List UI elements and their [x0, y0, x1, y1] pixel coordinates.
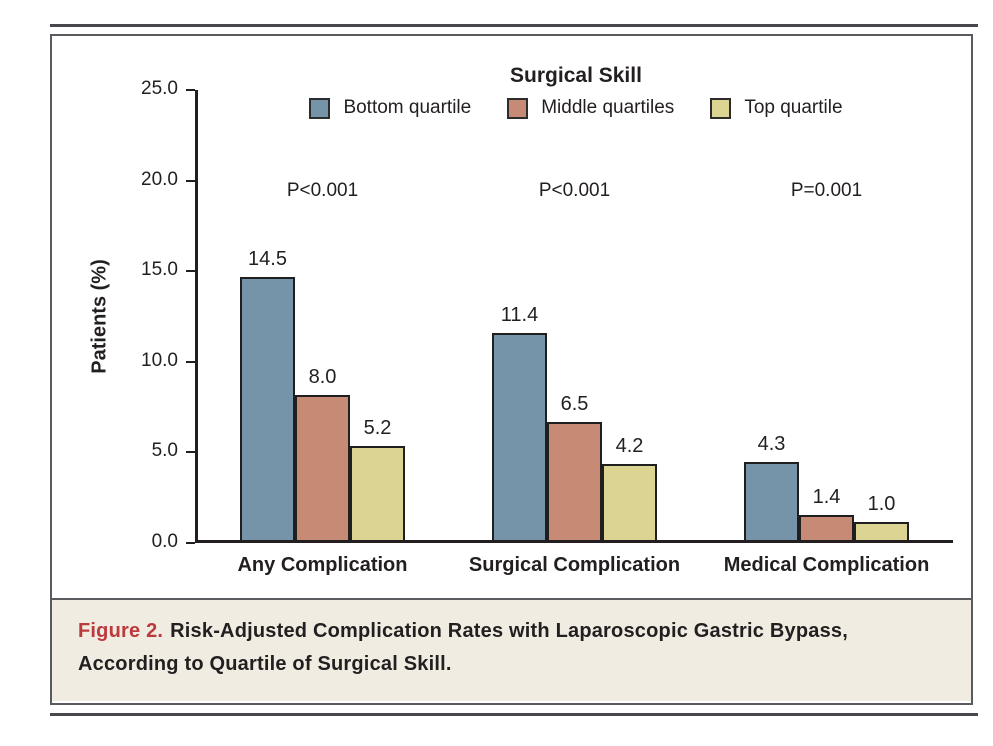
bar	[854, 522, 909, 540]
bar	[240, 277, 295, 540]
legend-label: Middle quartiles	[541, 97, 675, 118]
bar-group: P=0.001 4.3 1.4 1.0 Medical Complication	[724, 90, 930, 576]
bottom-page-rule	[50, 713, 978, 716]
y-axis-tick	[186, 179, 195, 182]
y-axis-label: Patients (%)	[88, 259, 111, 374]
p-value-label: P<0.001	[538, 180, 611, 201]
bar	[492, 333, 547, 540]
legend-item: Bottom quartile	[309, 97, 471, 119]
legend-item: Top quartile	[710, 97, 843, 119]
y-axis-tick	[186, 89, 195, 91]
category-label: Medical Complication	[723, 554, 930, 576]
category-label: Surgical Complication	[468, 554, 681, 576]
caption-text: Risk-Adjusted Complication Rates with La…	[78, 620, 848, 675]
legend: Bottom quartile Middle quartiles Top quart…	[167, 97, 985, 119]
caption-label: Figure 2.	[78, 620, 164, 642]
legend-label: Top quartile	[744, 97, 843, 118]
p-value-label: P=0.001	[790, 180, 863, 201]
legend-label: Bottom quartile	[343, 97, 472, 118]
chart-area: Surgical Skill Bottom quartile Middle qua…	[52, 36, 971, 598]
legend-item: Middle quartiles	[507, 97, 674, 119]
top-page-rule	[50, 24, 978, 27]
bar-group: P<0.001 11.4 6.5 4.2 Surgical Complication	[469, 90, 680, 576]
chart-title: Surgical Skill	[510, 64, 642, 87]
y-axis-tick-label: 10.0	[141, 349, 178, 371]
bar-value-label: 4.3	[757, 433, 786, 455]
figure-caption: Figure 2. Risk-Adjusted Complication Rate…	[52, 598, 971, 701]
bar	[350, 446, 405, 540]
y-axis-tick-label: 0.0	[151, 531, 178, 552]
bar-value-label: 6.5	[560, 393, 589, 415]
bar-value-label: 14.5	[248, 248, 287, 270]
legend-swatch	[309, 97, 331, 119]
y-axis-tick-label: 25.0	[141, 78, 178, 99]
legend-swatch	[507, 97, 529, 119]
bar	[295, 395, 350, 540]
p-value-label: P<0.001	[286, 180, 359, 201]
y-axis-tick	[186, 451, 195, 454]
bar-value-label: 1.0	[867, 493, 896, 515]
bar-value-label: 4.2	[615, 435, 644, 457]
bar	[744, 462, 799, 540]
bar	[602, 464, 657, 540]
y-axis-tick-label: 5.0	[151, 440, 178, 462]
y-axis-tick-label: 20.0	[141, 168, 178, 190]
bar-value-label: 1.4	[812, 486, 841, 508]
y-axis-tick-label: 15.0	[141, 259, 178, 281]
bar	[547, 422, 602, 540]
bar	[799, 515, 854, 540]
figure-box: Surgical Skill Bottom quartile Middle qua…	[50, 34, 973, 705]
plot-area: 25.0 20.0 15.0 10.0 5.0 0.0 P<0.001 14.5 8.0 5.2 A…	[141, 78, 953, 576]
legend-swatch	[710, 97, 732, 119]
bar-value-label: 5.2	[363, 417, 392, 439]
bar-value-label: 11.4	[500, 304, 539, 326]
category-label: Any Complication	[237, 554, 408, 576]
y-axis-tick	[186, 270, 195, 273]
bar-group: P<0.001 14.5 8.0 5.2 Any Complication	[237, 90, 407, 576]
bar-value-label: 8.0	[308, 366, 337, 388]
y-axis-label-wrap: Patients (%)	[60, 90, 140, 543]
y-axis-tick	[186, 360, 195, 363]
y-axis-tick	[186, 542, 195, 544]
